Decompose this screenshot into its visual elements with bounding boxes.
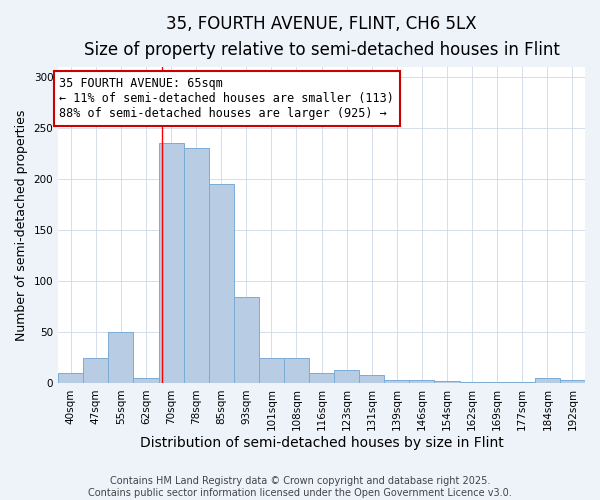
Bar [209, 184, 234, 384]
Bar [309, 373, 334, 384]
Bar [535, 378, 560, 384]
Bar [510, 382, 535, 384]
Bar [485, 382, 510, 384]
Bar [284, 358, 309, 384]
Bar [109, 332, 133, 384]
Title: 35, FOURTH AVENUE, FLINT, CH6 5LX
Size of property relative to semi-detached hou: 35, FOURTH AVENUE, FLINT, CH6 5LX Size o… [83, 15, 560, 60]
Bar [83, 358, 109, 384]
Y-axis label: Number of semi-detached properties: Number of semi-detached properties [15, 110, 28, 340]
Bar [460, 382, 485, 384]
X-axis label: Distribution of semi-detached houses by size in Flint: Distribution of semi-detached houses by … [140, 436, 503, 450]
Bar [234, 296, 259, 384]
Bar [359, 376, 385, 384]
Bar [158, 143, 184, 384]
Bar [184, 148, 209, 384]
Bar [409, 380, 434, 384]
Text: Contains HM Land Registry data © Crown copyright and database right 2025.
Contai: Contains HM Land Registry data © Crown c… [88, 476, 512, 498]
Bar [434, 382, 460, 384]
Bar [259, 358, 284, 384]
Bar [133, 378, 158, 384]
Bar [560, 380, 585, 384]
Bar [334, 370, 359, 384]
Bar [58, 373, 83, 384]
Bar [385, 380, 409, 384]
Text: 35 FOURTH AVENUE: 65sqm
← 11% of semi-detached houses are smaller (113)
88% of s: 35 FOURTH AVENUE: 65sqm ← 11% of semi-de… [59, 76, 394, 120]
